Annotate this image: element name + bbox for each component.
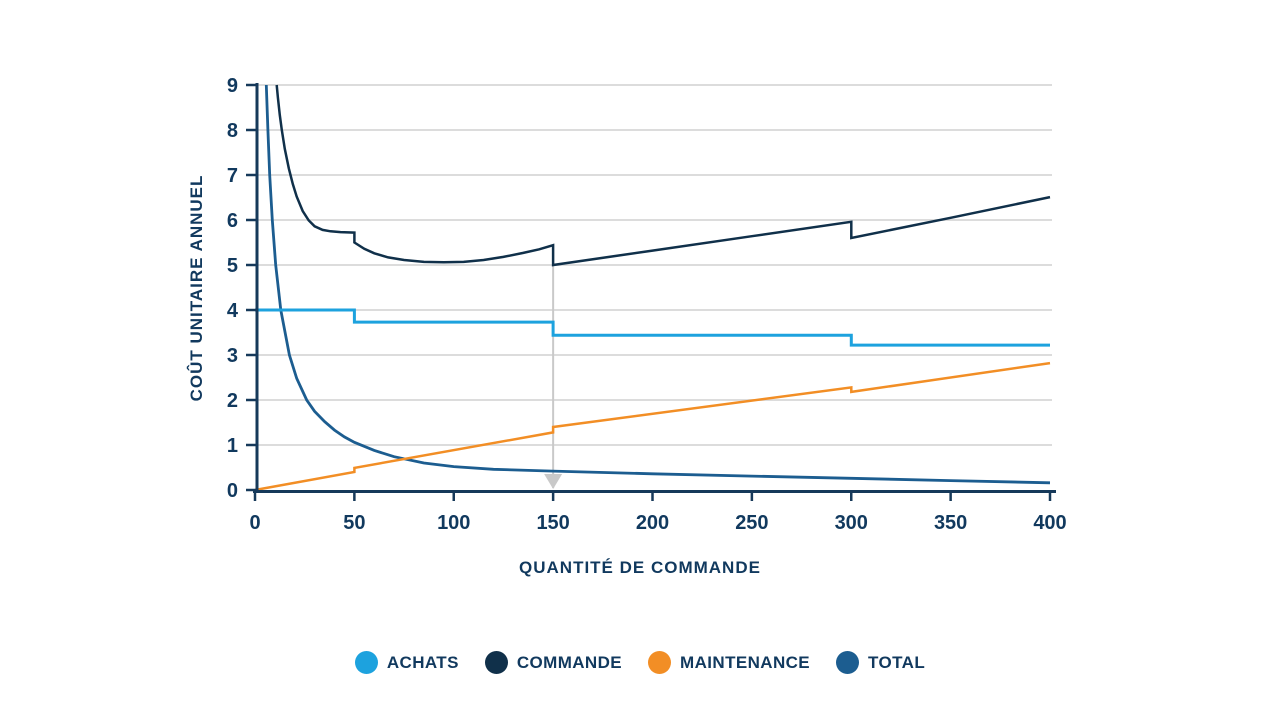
- legend-dot-total-icon: [836, 651, 860, 674]
- legend-item-total: TOTAL: [836, 651, 925, 674]
- y-tick-label-4: 4: [227, 300, 239, 322]
- legend: ACHATS COMMANDE MAINTENANCE TOTAL: [0, 651, 1280, 674]
- y-tick-label-5: 5: [227, 255, 238, 277]
- legend-dot-maintenance-icon: [648, 651, 672, 674]
- line-series-commande: [275, 84, 1051, 267]
- y-tick-label-9: 9: [227, 75, 238, 97]
- x-tick-label-50: 50: [343, 512, 365, 534]
- y-tick-label-0: 0: [227, 480, 238, 502]
- legend-dot-commande-icon: [484, 651, 508, 674]
- x-tick-label-350: 350: [934, 512, 967, 534]
- legend-item-commande: COMMANDE: [484, 651, 623, 674]
- y-tick-label-3: 3: [227, 345, 238, 367]
- legend-label-maintenance: MAINTENANCE: [680, 652, 811, 672]
- x-tick-label-200: 200: [636, 512, 669, 534]
- line-series-total: [264, 84, 1051, 485]
- y-axis-title: COÛT UNITAIRE ANNUEL: [187, 174, 206, 402]
- y-tick-label-1: 1: [227, 435, 238, 457]
- x-tick-label-150: 150: [536, 512, 569, 534]
- legend-dot-achats-icon: [354, 651, 378, 674]
- line-series-achats: [255, 308, 1050, 347]
- x-tick-label-400: 400: [1033, 512, 1066, 534]
- legend-item-achats: ACHATS: [354, 651, 459, 674]
- x-tick-label-300: 300: [835, 512, 868, 534]
- y-tick-label-2: 2: [227, 390, 238, 412]
- legend-label-total: TOTAL: [868, 652, 926, 672]
- x-axis-title: QUANTITÉ DE COMMANDE: [519, 558, 761, 577]
- y-tick-label-8: 8: [227, 120, 238, 142]
- legend-label-achats: ACHATS: [386, 652, 459, 672]
- legend-label-commande: COMMANDE: [516, 652, 623, 672]
- y-tick-label-6: 6: [227, 210, 238, 232]
- x-tick-label-0: 0: [249, 512, 260, 534]
- x-tick-label-250: 250: [735, 512, 768, 534]
- y-tick-label-7: 7: [227, 165, 238, 187]
- legend-item-maintenance: MAINTENANCE: [648, 651, 810, 674]
- line-series-maintenance: [254, 361, 1051, 492]
- x-tick-label-100: 100: [437, 512, 470, 534]
- optimum-marker-arrow-icon: [544, 474, 563, 489]
